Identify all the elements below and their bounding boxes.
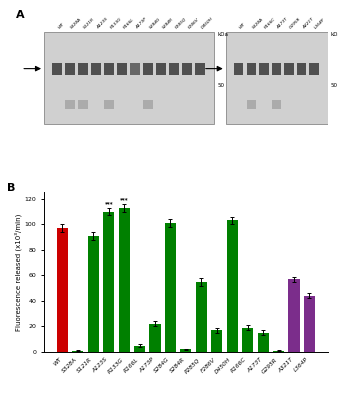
Bar bbox=[259, 63, 269, 74]
Bar bbox=[183, 63, 192, 74]
Text: 50: 50 bbox=[217, 83, 224, 88]
Text: S284R: S284R bbox=[161, 17, 174, 30]
Bar bbox=[91, 63, 101, 74]
Bar bbox=[65, 100, 75, 109]
Text: F286V: F286V bbox=[187, 17, 200, 30]
Text: B: B bbox=[7, 183, 16, 193]
Bar bbox=[304, 296, 315, 352]
Bar bbox=[227, 220, 238, 352]
Text: S121R: S121R bbox=[83, 17, 96, 30]
Bar bbox=[242, 328, 253, 352]
Text: kDa: kDa bbox=[217, 32, 228, 37]
Bar bbox=[52, 63, 62, 74]
Text: S328A: S328A bbox=[70, 17, 83, 30]
Text: A123S: A123S bbox=[96, 17, 109, 30]
Bar bbox=[143, 100, 153, 109]
Bar bbox=[284, 63, 294, 74]
Bar bbox=[57, 228, 68, 352]
Y-axis label: Fluorescence released (x10³/min): Fluorescence released (x10³/min) bbox=[14, 214, 22, 331]
Text: S328A: S328A bbox=[251, 17, 264, 30]
Text: A173P: A173P bbox=[135, 17, 148, 30]
Bar bbox=[134, 346, 145, 352]
Text: R166C: R166C bbox=[264, 17, 277, 30]
Text: S284G: S284G bbox=[148, 17, 161, 30]
Bar bbox=[272, 63, 281, 74]
Bar bbox=[272, 100, 281, 109]
Bar bbox=[78, 63, 88, 74]
Bar bbox=[44, 32, 214, 124]
Text: A173T: A173T bbox=[276, 17, 289, 30]
Bar bbox=[258, 333, 269, 352]
Text: G295R: G295R bbox=[289, 16, 302, 30]
Bar bbox=[117, 63, 127, 74]
Bar bbox=[165, 223, 176, 352]
Bar bbox=[104, 100, 114, 109]
Bar bbox=[310, 63, 319, 74]
Text: A: A bbox=[16, 10, 24, 20]
Text: D450H: D450H bbox=[200, 16, 214, 30]
Bar bbox=[234, 63, 243, 74]
Bar bbox=[247, 100, 256, 109]
Bar bbox=[103, 212, 114, 352]
Bar bbox=[288, 279, 299, 352]
Bar bbox=[297, 63, 306, 74]
Text: WT: WT bbox=[57, 22, 65, 30]
Text: R133G: R133G bbox=[109, 16, 122, 30]
Bar bbox=[169, 63, 179, 74]
Bar bbox=[196, 282, 207, 352]
Bar bbox=[156, 63, 166, 74]
Bar bbox=[273, 351, 284, 352]
Text: L364P: L364P bbox=[314, 18, 327, 30]
Bar bbox=[247, 63, 256, 74]
Bar bbox=[143, 63, 153, 74]
Text: ***: *** bbox=[104, 201, 113, 206]
Bar bbox=[65, 63, 75, 74]
Text: 50: 50 bbox=[331, 83, 338, 88]
Text: A321T: A321T bbox=[301, 17, 314, 30]
Bar bbox=[72, 351, 83, 352]
Bar bbox=[104, 63, 114, 74]
Bar bbox=[88, 236, 99, 352]
Text: P285Q: P285Q bbox=[174, 17, 187, 30]
Bar bbox=[119, 208, 130, 352]
Bar bbox=[130, 63, 140, 74]
Bar bbox=[226, 32, 328, 124]
Text: WT: WT bbox=[239, 22, 246, 30]
Text: R166L: R166L bbox=[122, 17, 135, 30]
Text: kDa: kDa bbox=[331, 32, 338, 37]
Bar bbox=[78, 100, 88, 109]
Bar bbox=[195, 63, 205, 74]
Bar bbox=[180, 350, 191, 352]
Text: ***: *** bbox=[120, 197, 128, 202]
Bar bbox=[149, 324, 161, 352]
Bar bbox=[211, 330, 222, 352]
